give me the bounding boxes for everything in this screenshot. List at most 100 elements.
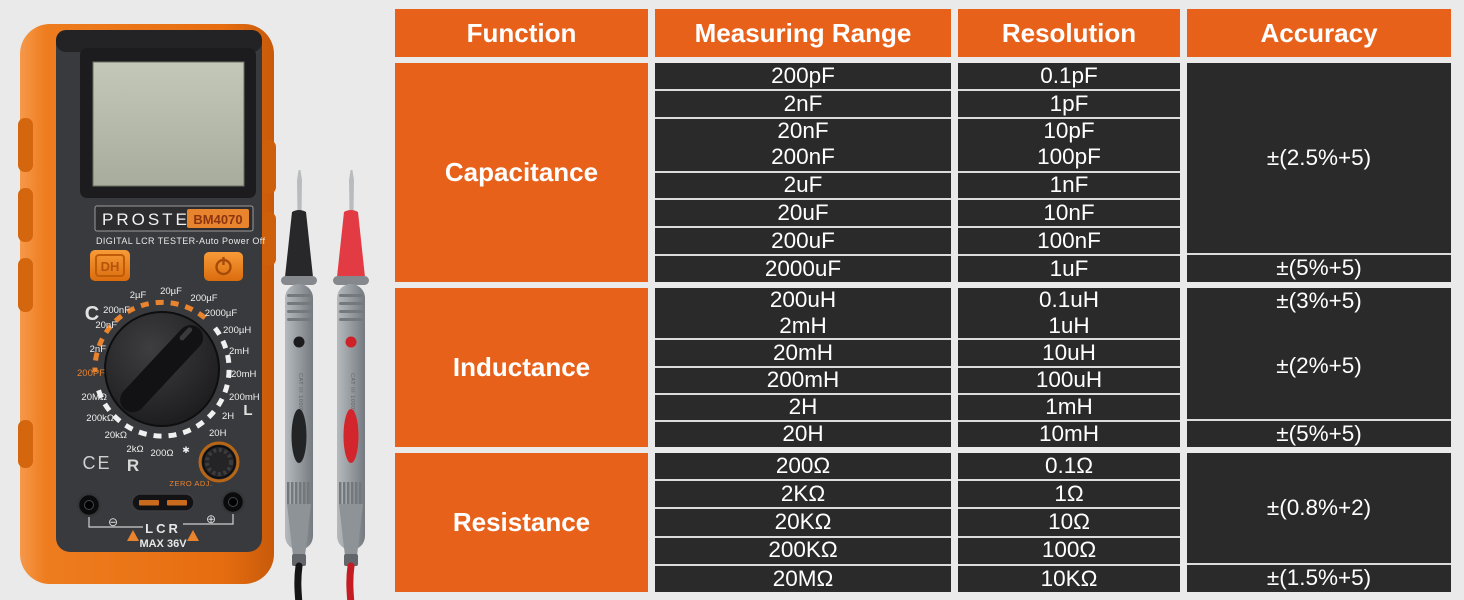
dial-label-2uF: 2µF	[130, 290, 147, 301]
model-badge	[187, 209, 249, 228]
accuracy-cell: ±(5%+5)	[1187, 252, 1451, 282]
function-cell-capacitance: Capacitance	[395, 63, 648, 282]
accuracy-cell: ±(0.8%+2)	[1266, 494, 1372, 520]
range-cell: 20nF	[655, 116, 951, 145]
resolution-cell: 1uH	[1048, 312, 1090, 338]
resolution-cell: 100pF	[1037, 144, 1101, 170]
zero-adjust-label: ZERO ADJ.	[169, 479, 212, 488]
probe-tip	[297, 170, 302, 214]
measuring-range-column: 200uH 2mH 20mH 200mH 2H 20H	[655, 288, 951, 447]
range-cell: 2mH	[779, 312, 827, 338]
dial-group-r-label: R	[127, 456, 139, 475]
resolution-cell: 100uH	[958, 365, 1180, 393]
resolution-cell: 1nF	[958, 170, 1180, 199]
max-rating-label: MAX 36V	[139, 538, 187, 550]
resolution-cell: 1Ω	[958, 479, 1180, 507]
range-cell: 200uH	[769, 287, 837, 313]
resolution-cell: 0.1Ω	[1044, 452, 1094, 478]
range-cell: 20uF	[655, 198, 951, 226]
dial-label-20H: 20H	[209, 428, 227, 439]
range-cell: 200nF	[771, 144, 835, 170]
range-cell: 2nF	[655, 88, 951, 117]
range-cell: 200uF	[655, 226, 951, 254]
dial-pointer	[120, 325, 204, 413]
dial-label-20uF: 20µF	[160, 286, 182, 297]
range-cell: 20KΩ	[655, 507, 951, 535]
grip-notch	[18, 188, 33, 242]
dial-label-200kOhm: 200kΩ	[86, 413, 114, 424]
resolution-column: 0.1uH 1uH 10uH 100uH 1mH 10mH	[958, 288, 1180, 447]
probe-tip	[349, 170, 354, 214]
resolution-cell: 1mH	[958, 392, 1180, 420]
warning-icon	[127, 530, 139, 541]
component-slot	[131, 493, 195, 512]
probe-wire	[346, 562, 355, 600]
accuracy-cell: ±(3%+5)	[1276, 287, 1362, 313]
dial-arc-capacitance	[92, 299, 207, 373]
probe-rating-label: CAT III 1000V 20A	[349, 373, 355, 427]
resolution-cell: 10KΩ	[958, 563, 1180, 592]
hold-button: DH	[90, 250, 130, 281]
resolution-cell: 0.1uH	[1038, 287, 1100, 313]
grip-notch	[261, 140, 276, 194]
dial-label-2nF: 2nF	[90, 344, 107, 355]
dial-label-200mH: 200mH	[229, 392, 260, 403]
header-measuring-range: Measuring Range	[655, 9, 951, 57]
probe-rating-label: CAT III 1000V 20A	[297, 373, 303, 427]
product-photo: PROSTER BM4070 DIGITAL LCR TESTER-Auto P…	[18, 24, 369, 600]
resolution-cell: 10pF	[958, 116, 1180, 145]
dial-label-20mH: 20mH	[231, 369, 256, 380]
resolution-column: 0.1Ω 1Ω 10Ω 100Ω 10KΩ	[958, 453, 1180, 592]
brand-plate: PROSTER BM4070 DIGITAL LCR TESTER-Auto P…	[94, 205, 265, 246]
accuracy-column: ±(0.8%+2) ±(1.5%+5)	[1187, 453, 1451, 592]
dial-arc-lr	[94, 326, 232, 439]
dial-label-200nF: 200nF	[103, 305, 130, 316]
range-cell: 2H	[655, 392, 951, 420]
warning-icon	[187, 530, 199, 541]
dial-label-20kOhm: 20kΩ	[105, 430, 127, 441]
resolution-column: 0.1pF 1pF 10pF 100pF 1nF 10nF 100nF 1uF	[958, 63, 1180, 282]
hold-button-label: DH	[101, 259, 120, 274]
dial-label-20nF: 20nF	[95, 320, 117, 331]
dial-group-c-label: C	[85, 303, 99, 325]
resolution-cell: 1uF	[958, 254, 1180, 282]
black-probe: CAT III 1000V 20A	[281, 170, 317, 600]
resolution-cell: 100nF	[958, 226, 1180, 254]
resolution-cell: 10mH	[958, 419, 1180, 447]
accuracy-cell: ±(1.5%+5)	[1187, 562, 1451, 592]
resolution-cell: 10Ω	[958, 507, 1180, 535]
range-cell: 2uF	[655, 170, 951, 199]
ce-mark: CE	[82, 453, 111, 473]
header-accuracy: Accuracy	[1187, 9, 1451, 57]
lcd-screen	[92, 61, 245, 187]
range-cell: 20H	[655, 419, 951, 447]
resolution-cell: 100Ω	[958, 535, 1180, 564]
function-cell-resistance: Resistance	[395, 453, 648, 592]
power-button	[204, 252, 243, 281]
range-cell: 200mH	[655, 365, 951, 393]
measuring-range-column: 200Ω 2KΩ 20KΩ 200KΩ 20MΩ	[655, 453, 951, 592]
dial-label-20MOhm: 20MΩ	[81, 392, 107, 403]
spec-table: Function Measuring Range Resolution Accu…	[395, 9, 1451, 592]
measuring-range-column: 200pF 2nF 20nF 200nF 2uF 20uF 200uF 2000uF	[655, 63, 951, 282]
accuracy-column: ±(2.5%+5) ±(5%+5)	[1187, 63, 1451, 282]
dial-label-200uF: 200µF	[190, 293, 217, 304]
range-cell: 2000uF	[655, 254, 951, 282]
minus-symbol: ⊖	[108, 515, 118, 529]
dial-group-l-label: L	[243, 402, 252, 419]
accuracy-cell: ±(2.5%+5)	[1266, 144, 1372, 170]
resolution-cell: 0.1pF	[1040, 62, 1098, 88]
rotary-dial	[92, 299, 232, 439]
model-label: BM4070	[193, 212, 242, 227]
range-cell: 2KΩ	[655, 479, 951, 507]
power-icon	[215, 257, 232, 276]
accuracy-cell: ±(5%+5)	[1187, 418, 1451, 447]
zero-adjust-knob: ZERO ADJ.	[169, 441, 240, 488]
red-probe: CAT III 1000V 20A	[333, 170, 369, 600]
grip-notch	[18, 118, 33, 172]
dial-label-2H: 2H	[222, 411, 234, 422]
accuracy-column: ±(3%+5) ±(2%+5) ±(5%+5)	[1187, 288, 1451, 447]
function-cell-inductance: Inductance	[395, 288, 648, 447]
dial-label-2kOhm: 2kΩ	[126, 444, 143, 455]
resolution-cell: 10uH	[958, 338, 1180, 365]
